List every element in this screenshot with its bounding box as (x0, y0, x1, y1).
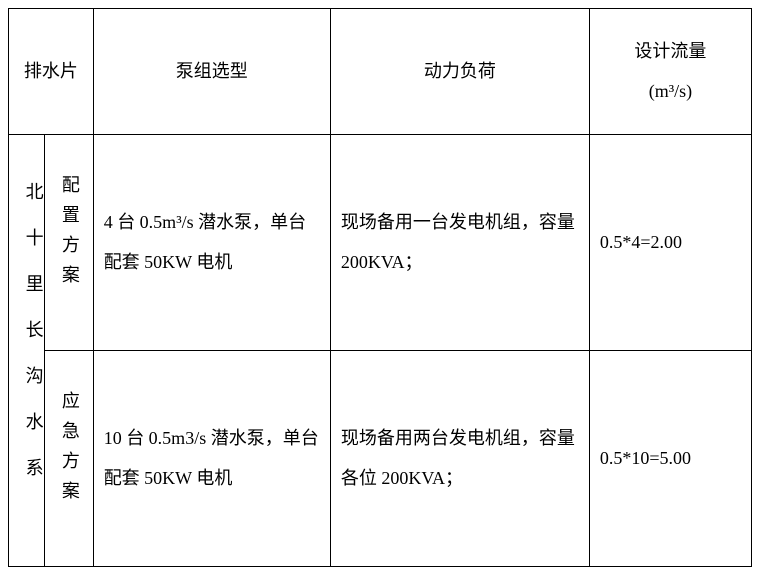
drainage-system-cell: 北十里长沟水系 (9, 135, 45, 567)
pump-type-text: 10 台 0.5m3/s 潜水泵，单台配套 50KW 电机 (104, 428, 319, 488)
design-flow-text: 0.5*10=5.00 (600, 448, 691, 468)
header-drainage-area: 排水片 (9, 9, 94, 135)
header-load-label: 动力负荷 (424, 61, 496, 81)
table-row: 北十里长沟水系 配置方案 4 台 0.5m³/s 潜水泵，单台配套 50KW 电… (9, 135, 752, 351)
design-flow-cell: 0.5*4=2.00 (589, 135, 751, 351)
scheme-label: 应急方案 (49, 391, 89, 511)
table-row: 应急方案 10 台 0.5m3/s 潜水泵，单台配套 50KW 电机 现场备用两… (9, 351, 752, 567)
header-design-flow: 设计流量 (m³/s) (589, 9, 751, 135)
header-pump-type: 泵组选型 (93, 9, 330, 135)
design-flow-cell: 0.5*10=5.00 (589, 351, 751, 567)
scheme-label: 配置方案 (49, 175, 89, 295)
drainage-system-label: 北十里长沟水系 (13, 182, 53, 504)
design-flow-text: 0.5*4=2.00 (600, 232, 682, 252)
pump-type-text: 4 台 0.5m³/s 潜水泵，单台配套 50KW 电机 (104, 212, 306, 272)
header-flow-label-line2: (m³/s) (598, 72, 743, 112)
header-pump-label: 泵组选型 (176, 61, 248, 81)
power-load-text: 现场备用一台发电机组，容量 200KVA； (341, 212, 575, 272)
drainage-pump-table: 排水片 泵组选型 动力负荷 设计流量 (m³/s) 北十里长沟水系 配置方案 4… (8, 8, 752, 567)
header-drainage-label: 排水片 (24, 61, 78, 81)
header-power-load: 动力负荷 (330, 9, 589, 135)
header-flow-label-line1: 设计流量 (598, 32, 743, 72)
power-load-cell: 现场备用两台发电机组，容量各位 200KVA； (330, 351, 589, 567)
table-header-row: 排水片 泵组选型 动力负荷 设计流量 (m³/s) (9, 9, 752, 135)
pump-type-cell: 4 台 0.5m³/s 潜水泵，单台配套 50KW 电机 (93, 135, 330, 351)
pump-type-cell: 10 台 0.5m3/s 潜水泵，单台配套 50KW 电机 (93, 351, 330, 567)
power-load-cell: 现场备用一台发电机组，容量 200KVA； (330, 135, 589, 351)
power-load-text: 现场备用两台发电机组，容量各位 200KVA； (341, 428, 575, 488)
